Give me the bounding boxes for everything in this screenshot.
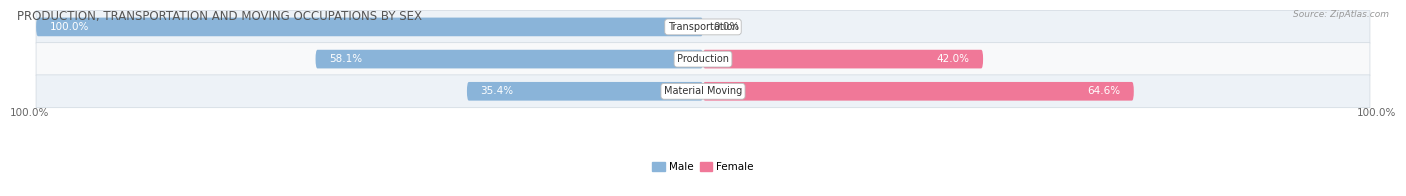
FancyBboxPatch shape: [703, 50, 983, 68]
Legend: Male, Female: Male, Female: [652, 162, 754, 172]
FancyBboxPatch shape: [37, 75, 1369, 108]
Text: Source: ZipAtlas.com: Source: ZipAtlas.com: [1294, 10, 1389, 19]
FancyBboxPatch shape: [703, 82, 1133, 101]
Text: PRODUCTION, TRANSPORTATION AND MOVING OCCUPATIONS BY SEX: PRODUCTION, TRANSPORTATION AND MOVING OC…: [17, 10, 422, 23]
Text: 100.0%: 100.0%: [1357, 108, 1396, 118]
Text: 42.0%: 42.0%: [936, 54, 970, 64]
FancyBboxPatch shape: [315, 50, 703, 68]
Text: 35.4%: 35.4%: [481, 86, 513, 96]
Text: 100.0%: 100.0%: [10, 108, 49, 118]
Text: 64.6%: 64.6%: [1087, 86, 1121, 96]
Text: Production: Production: [678, 54, 728, 64]
Text: Material Moving: Material Moving: [664, 86, 742, 96]
FancyBboxPatch shape: [467, 82, 703, 101]
Text: Transportation: Transportation: [668, 22, 738, 32]
FancyBboxPatch shape: [37, 18, 703, 36]
Text: 100.0%: 100.0%: [49, 22, 89, 32]
FancyBboxPatch shape: [37, 43, 1369, 75]
Text: 0.0%: 0.0%: [713, 22, 740, 32]
FancyBboxPatch shape: [37, 11, 1369, 43]
Text: 58.1%: 58.1%: [329, 54, 361, 64]
